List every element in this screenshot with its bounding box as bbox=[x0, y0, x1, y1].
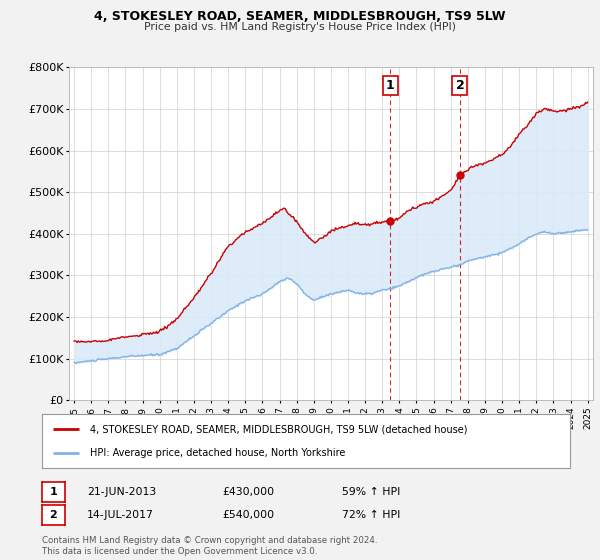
Text: 1: 1 bbox=[50, 487, 57, 497]
Text: 72% ↑ HPI: 72% ↑ HPI bbox=[342, 510, 400, 520]
Text: 2: 2 bbox=[50, 510, 57, 520]
Text: 4, STOKESLEY ROAD, SEAMER, MIDDLESBROUGH, TS9 5LW: 4, STOKESLEY ROAD, SEAMER, MIDDLESBROUGH… bbox=[94, 10, 506, 23]
Text: 4, STOKESLEY ROAD, SEAMER, MIDDLESBROUGH, TS9 5LW (detached house): 4, STOKESLEY ROAD, SEAMER, MIDDLESBROUGH… bbox=[89, 424, 467, 435]
Text: Contains HM Land Registry data © Crown copyright and database right 2024.
This d: Contains HM Land Registry data © Crown c… bbox=[42, 536, 377, 556]
Text: 14-JUL-2017: 14-JUL-2017 bbox=[87, 510, 154, 520]
Text: HPI: Average price, detached house, North Yorkshire: HPI: Average price, detached house, Nort… bbox=[89, 447, 345, 458]
Text: £540,000: £540,000 bbox=[222, 510, 274, 520]
Text: 21-JUN-2013: 21-JUN-2013 bbox=[87, 487, 156, 497]
Text: 59% ↑ HPI: 59% ↑ HPI bbox=[342, 487, 400, 497]
Text: 2: 2 bbox=[455, 79, 464, 92]
Text: Price paid vs. HM Land Registry's House Price Index (HPI): Price paid vs. HM Land Registry's House … bbox=[144, 22, 456, 32]
Text: £430,000: £430,000 bbox=[222, 487, 274, 497]
Text: 1: 1 bbox=[386, 79, 395, 92]
